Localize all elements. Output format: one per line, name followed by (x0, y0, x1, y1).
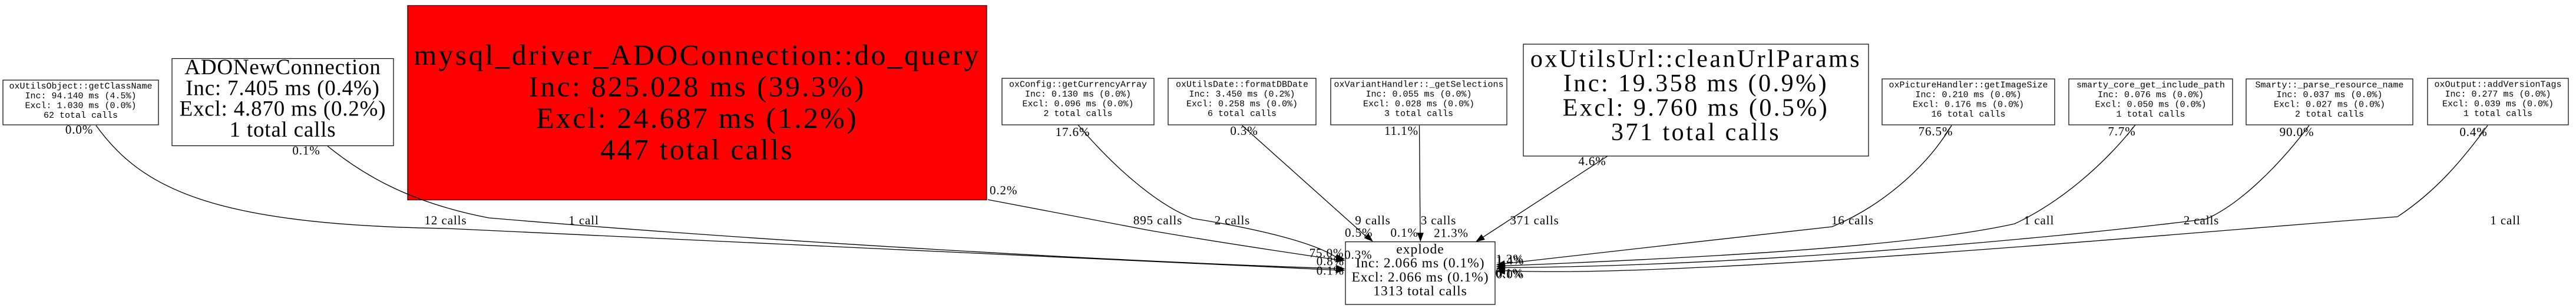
svg-text:1 total calls: 1 total calls (2463, 109, 2532, 119)
svg-text:9 calls: 9 calls (1355, 213, 1391, 227)
svg-text:16 calls: 16 calls (1831, 213, 1874, 227)
svg-text:oxPictureHandler::getImageSize: oxPictureHandler::getImageSize (1889, 81, 2048, 91)
svg-text:2 calls: 2 calls (2184, 213, 2220, 227)
svg-text:oxVariantHandler::_getSelectio: oxVariantHandler::_getSelections (1334, 80, 1503, 90)
svg-text:17.6%: 17.6% (1056, 125, 1090, 139)
svg-text:Inc: 0.210 ms (0.0%): Inc: 0.210 ms (0.0%) (1915, 90, 2021, 100)
svg-text:Excl: 0.027 ms (0.0%): Excl: 0.027 ms (0.0%) (2274, 100, 2385, 110)
svg-text:3 total calls: 3 total calls (1384, 109, 1453, 119)
svg-text:explode: explode (1396, 242, 1444, 257)
svg-text:Inc: 0.130 ms (0.0%): Inc: 0.130 ms (0.0%) (1025, 90, 1131, 100)
svg-text:1 total calls: 1 total calls (230, 118, 336, 142)
svg-text:oxOutput::addVersionTags: oxOutput::addVersionTags (2434, 80, 2561, 90)
svg-text:1 call: 1 call (2024, 213, 2054, 227)
svg-text:0.5%: 0.5% (1345, 226, 1373, 240)
svg-text:7.7%: 7.7% (2108, 124, 2135, 138)
svg-text:447 total calls: 447 total calls (600, 133, 794, 166)
svg-text:0.1%: 0.1% (1495, 266, 1523, 280)
svg-text:Inc: 19.358 ms (0.9%): Inc: 19.358 ms (0.9%) (1563, 70, 1828, 97)
svg-text:Excl: 0.176 ms (0.0%): Excl: 0.176 ms (0.0%) (1913, 100, 2024, 110)
svg-text:Inc: 7.405 ms (0.4%): Inc: 7.405 ms (0.4%) (186, 76, 379, 100)
svg-text:oxConfig::getCurrencyArray: oxConfig::getCurrencyArray (1009, 80, 1147, 90)
svg-text:12 calls: 12 calls (425, 213, 467, 227)
svg-text:Excl: 0.039 ms (0.0%): Excl: 0.039 ms (0.0%) (2442, 100, 2554, 110)
svg-text:Inc: 3.450 ms (0.2%): Inc: 3.450 ms (0.2%) (1189, 90, 1295, 100)
svg-text:1 call: 1 call (568, 213, 598, 227)
svg-text:Excl: 0.028 ms (0.0%): Excl: 0.028 ms (0.0%) (1363, 100, 1474, 110)
svg-text:Excl: 0.050 ms (0.0%): Excl: 0.050 ms (0.0%) (2095, 100, 2206, 110)
svg-text:0.0%: 0.0% (65, 122, 93, 137)
svg-text:Excl: 2.066 ms (0.1%): Excl: 2.066 ms (0.1%) (1351, 270, 1489, 285)
svg-text:21.3%: 21.3% (1434, 226, 1469, 240)
svg-text:2 calls: 2 calls (1215, 213, 1251, 227)
svg-text:2 total calls: 2 total calls (2295, 110, 2364, 120)
svg-text:0.8%: 0.8% (1317, 254, 1344, 269)
svg-text:Excl: 0.096 ms (0.0%): Excl: 0.096 ms (0.0%) (1022, 100, 1133, 110)
svg-text:16 total calls: 16 total calls (1931, 110, 2005, 120)
svg-text:6 total calls: 6 total calls (1208, 109, 1277, 119)
svg-text:0.3%: 0.3% (1230, 124, 1258, 138)
svg-text:Inc: 0.055 ms (0.0%): Inc: 0.055 ms (0.0%) (1365, 90, 1471, 100)
svg-text:mysql_driver_ADOConnection::do: mysql_driver_ADOConnection::do_query (414, 38, 980, 71)
svg-text:0.3%: 0.3% (1344, 247, 1372, 261)
svg-text:0.1%: 0.1% (1317, 264, 1344, 278)
svg-text:Inc: 825.028 ms (39.3%): Inc: 825.028 ms (39.3%) (528, 70, 865, 103)
svg-text:smarty_core_get_include_path: smarty_core_get_include_path (2076, 81, 2225, 91)
svg-text:Inc: 0.037 ms (0.0%): Inc: 0.037 ms (0.0%) (2276, 90, 2382, 100)
svg-text:76.5%: 76.5% (1919, 124, 1953, 138)
svg-text:2 total calls: 2 total calls (1043, 109, 1112, 119)
svg-text:Inc: 0.076 ms (0.0%): Inc: 0.076 ms (0.0%) (2098, 90, 2204, 100)
svg-text:ADONewConnection: ADONewConnection (184, 55, 381, 80)
svg-text:Inc: 94.140 ms (4.5%): Inc: 94.140 ms (4.5%) (25, 91, 136, 101)
svg-text:90.0%: 90.0% (2280, 125, 2314, 139)
svg-text:0.0%: 0.0% (1496, 267, 1524, 281)
svg-text:0.1%: 0.1% (292, 144, 320, 158)
svg-text:1 call: 1 call (2490, 213, 2520, 227)
svg-text:oxUtilsObject::getClassName: oxUtilsObject::getClassName (9, 82, 152, 92)
svg-text:Inc: 2.066 ms (0.1%): Inc: 2.066 ms (0.1%) (1355, 256, 1484, 271)
svg-text:1313 total calls: 1313 total calls (1373, 284, 1467, 299)
svg-text:Excl: 0.258 ms (0.0%): Excl: 0.258 ms (0.0%) (1186, 100, 1298, 110)
svg-text:1.3%: 1.3% (1496, 252, 1523, 266)
svg-text:3 calls: 3 calls (1421, 213, 1457, 227)
svg-text:0.4%: 0.4% (2459, 125, 2487, 139)
svg-text:11.1%: 11.1% (1384, 124, 1418, 138)
svg-text:0.1%: 0.1% (1391, 226, 1418, 240)
svg-text:371 total calls: 371 total calls (1611, 119, 1781, 146)
svg-text:oxUtilsDate::formatDBDate: oxUtilsDate::formatDBDate (1176, 80, 1308, 90)
svg-text:Excl: 9.760 ms (0.5%): Excl: 9.760 ms (0.5%) (1563, 95, 1830, 122)
svg-text:1.4%: 1.4% (1496, 253, 1524, 267)
svg-text:62 total calls: 62 total calls (44, 111, 118, 121)
svg-text:Excl: 24.687 ms (1.2%): Excl: 24.687 ms (1.2%) (536, 101, 858, 134)
svg-text:371 calls: 371 calls (1510, 213, 1559, 227)
svg-text:4.6%: 4.6% (1578, 154, 1606, 168)
svg-text:75.0%: 75.0% (1310, 246, 1344, 260)
svg-text:0.2%: 0.2% (990, 183, 1017, 197)
svg-text:Excl: 1.030 ms (0.0%): Excl: 1.030 ms (0.0%) (25, 101, 136, 111)
svg-text:Smarty::_parse_resource_name: Smarty::_parse_resource_name (2255, 81, 2403, 91)
svg-text:1 total calls: 1 total calls (2116, 110, 2185, 120)
svg-text:Excl: 4.870 ms (0.2%): Excl: 4.870 ms (0.2%) (180, 97, 386, 121)
svg-text:Inc: 0.277 ms (0.0%): Inc: 0.277 ms (0.0%) (2445, 90, 2551, 100)
svg-text:895 calls: 895 calls (1133, 213, 1182, 227)
svg-text:oxUtilsUrl::cleanUrlParams: oxUtilsUrl::cleanUrlParams (1530, 46, 1861, 73)
